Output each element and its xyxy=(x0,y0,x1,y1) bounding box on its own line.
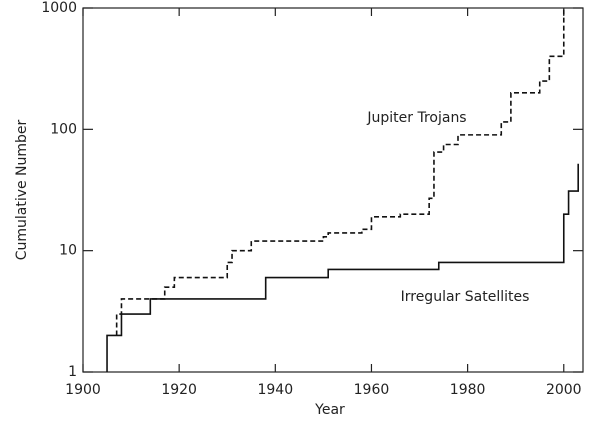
x-tick-label: 1940 xyxy=(257,382,293,398)
series-label: Irregular Satellites xyxy=(401,289,530,305)
step-line xyxy=(115,8,565,336)
series-label: Jupiter Trojans xyxy=(366,110,466,126)
x-tick-label: 1960 xyxy=(354,382,390,398)
y-tick-label: 1 xyxy=(68,364,77,380)
step-line xyxy=(106,163,579,372)
plot-frame xyxy=(82,7,584,373)
y-tick-label: 10 xyxy=(59,243,77,259)
x-tick-label: 1980 xyxy=(450,382,486,398)
y-axis-label: Cumulative Number xyxy=(14,119,30,260)
x-tick-label: 1920 xyxy=(161,382,197,398)
y-tick-label: 1000 xyxy=(41,0,77,16)
y-tick-label: 100 xyxy=(50,121,77,137)
x-axis-label: Year xyxy=(314,402,345,418)
x-tick-label: 2000 xyxy=(546,382,582,398)
x-tick-label: 1900 xyxy=(65,382,101,398)
